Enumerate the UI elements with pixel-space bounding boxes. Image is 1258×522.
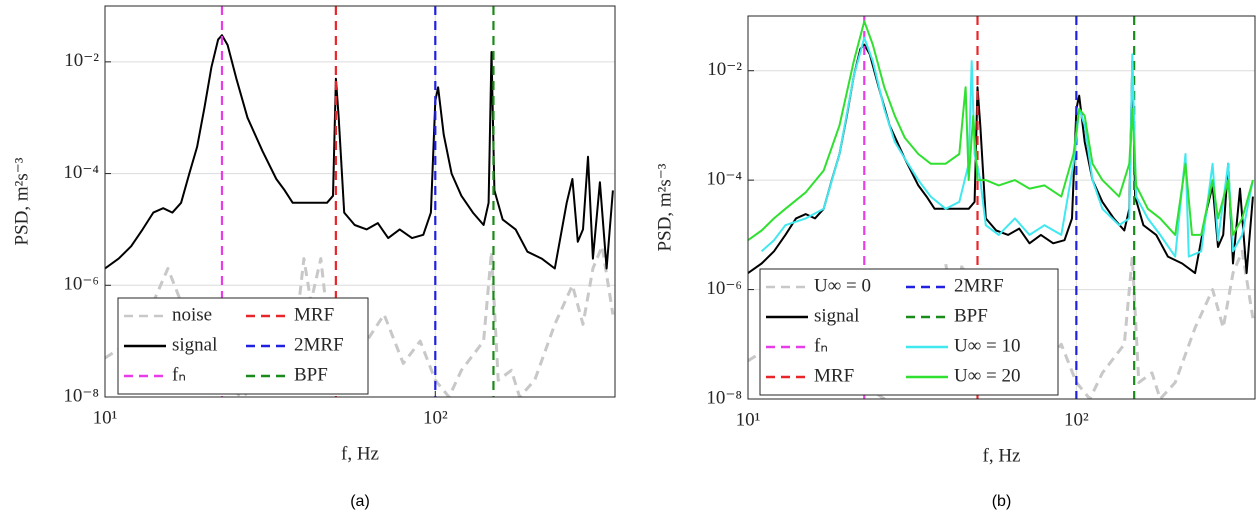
legend-label: fₙ <box>814 335 828 356</box>
x-tick-label: 10¹ <box>93 407 118 428</box>
legend-label: U∞ = 20 <box>954 365 1020 386</box>
y-tick-label: 10⁻⁶ <box>706 278 742 299</box>
y-tick-label: 10⁻⁴ <box>63 162 99 183</box>
y-axis-label: PSD, m²s⁻³ <box>654 163 675 251</box>
y-tick-label: 10⁻⁸ <box>63 385 99 406</box>
legend-label: U∞ = 0 <box>814 275 871 296</box>
x-axis-label: f, Hz <box>341 443 379 464</box>
legend-label: BPF <box>954 305 988 326</box>
y-tick-label: 10⁻² <box>64 50 99 71</box>
y-tick-label: 10⁻⁴ <box>706 169 742 190</box>
series-line <box>760 36 1254 258</box>
caption: (b) <box>992 493 1012 510</box>
caption: (a) <box>350 493 370 510</box>
legend-label: U∞ = 10 <box>954 335 1020 356</box>
series-line <box>748 20 1254 242</box>
x-tick-label: 10² <box>423 407 448 428</box>
legend-label: 2MRF <box>294 334 344 355</box>
legend-label: signal <box>814 305 859 326</box>
axes-box <box>104 5 616 398</box>
legend-box <box>759 268 1059 396</box>
x-tick-label: 10¹ <box>736 409 761 430</box>
legend-label: noise <box>172 304 212 325</box>
legend-label: signal <box>172 334 217 355</box>
y-tick-label: 10⁻⁶ <box>63 274 99 295</box>
legend-label: MRF <box>814 365 854 386</box>
legend-label: fₙ <box>172 364 186 385</box>
legend-label: 2MRF <box>954 275 1004 296</box>
x-tick-label: 10² <box>1064 409 1089 430</box>
axes-box <box>747 15 1256 400</box>
y-tick-label: 10⁻⁸ <box>706 387 742 408</box>
legend-label: BPF <box>294 364 328 385</box>
legend-label: MRF <box>294 304 334 325</box>
series-line <box>105 34 614 270</box>
y-axis-label: PSD, m²s⁻³ <box>11 157 32 245</box>
y-tick-label: 10⁻² <box>707 59 742 80</box>
x-axis-label: f, Hz <box>983 445 1021 466</box>
